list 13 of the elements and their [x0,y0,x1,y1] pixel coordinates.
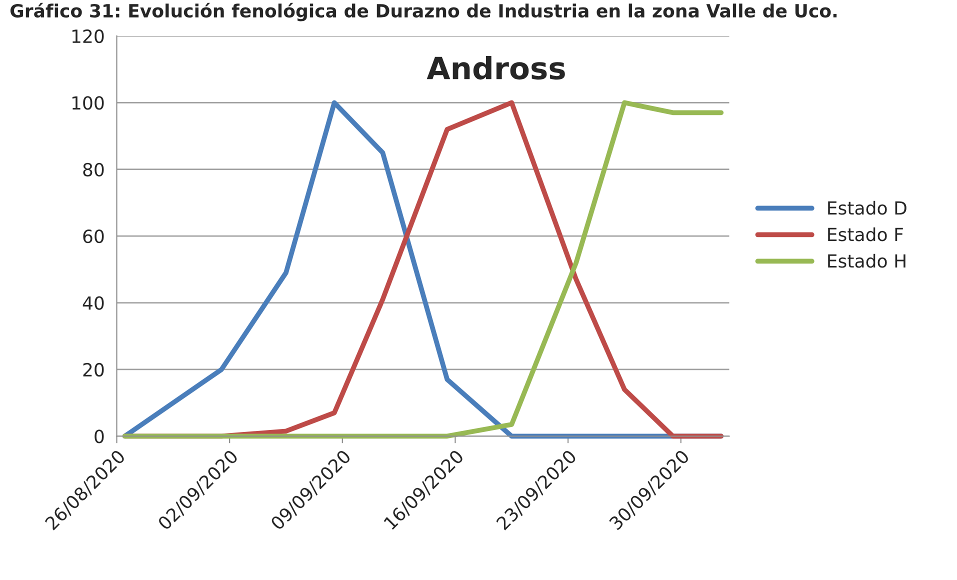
y-tick-label: 120 [72,29,104,44]
y-tick-label: 20 [83,362,104,377]
legend-label: Estado D [828,200,906,215]
text: Gráfico 31: Evolución fenológica de Durazno de Industria en la zona Valle de Uco. [10,2,837,22]
y-tick-label: 80 [83,162,104,176]
legend-label: Estado F [828,227,903,242]
text: Andross [426,56,565,80]
y-tick-label: 60 [83,230,104,244]
legend-label: Estado H [828,254,906,268]
y-tick-label: 40 [82,296,104,310]
line-series [122,100,724,439]
y-tick-label: 0 [94,430,104,444]
y-tick-label: 100 [72,96,104,110]
